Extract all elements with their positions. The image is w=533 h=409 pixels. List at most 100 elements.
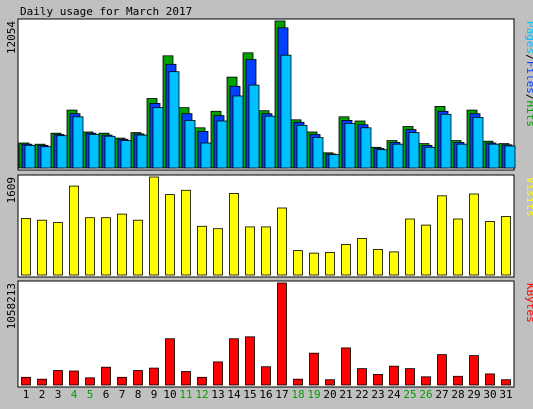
bar-kbytes-day-12 (197, 376, 207, 386)
x-tick-day-15: 15 (243, 388, 256, 401)
bar-visits-day-4 (69, 185, 79, 276)
bar-pages-day-18 (296, 124, 308, 169)
bar-pages-day-13 (216, 120, 228, 169)
bar-kbytes-day-8 (133, 370, 143, 386)
bar-kbytes-day-6 (101, 366, 111, 386)
legend-entry-visits: Visits (524, 177, 533, 217)
bar-pages-day-22 (360, 127, 372, 169)
bar-kbytes-day-26 (421, 376, 431, 386)
bar-kbytes-day-27 (437, 354, 447, 386)
bar-kbytes-day-30 (485, 373, 495, 386)
bar-pages-day-2 (40, 146, 52, 169)
bar-kbytes-day-2 (37, 378, 47, 386)
x-tick-day-25: 25 (403, 388, 416, 401)
bar-kbytes-day-16 (261, 366, 271, 386)
x-tick-day-9: 9 (151, 388, 158, 401)
x-tick-day-13: 13 (211, 388, 224, 401)
bar-visits-day-23 (373, 248, 383, 276)
bar-visits-day-13 (213, 228, 223, 276)
bar-pages-day-12 (200, 142, 212, 169)
bar-visits-day-3 (53, 222, 63, 276)
x-axis-day-labels: 1 2 3 4 5 6 7 8 9 10 11 12 13 14 15 16 17 18 19 20 21 22 23 24 2… (23, 388, 513, 401)
bar-pages-day-30 (488, 143, 500, 169)
chart-title: Daily usage for March 2017 (20, 5, 192, 18)
bar-pages-day-16 (264, 115, 276, 169)
bar-kbytes-day-20 (325, 379, 335, 386)
x-tick-day-24: 24 (387, 388, 401, 401)
legend-entry-hits: Hits (524, 101, 533, 128)
bar-visits-day-30 (485, 220, 495, 276)
bar-pages-day-24 (392, 143, 404, 169)
x-tick-day-6: 6 (103, 388, 110, 401)
bar-visits-day-12 (197, 225, 207, 276)
bar-kbytes-day-11 (181, 371, 191, 386)
x-tick-day-30: 30 (483, 388, 496, 401)
x-tick-day-4: 4 (71, 388, 78, 401)
bar-visits-day-14 (229, 192, 239, 276)
bar-pages-day-7 (120, 140, 132, 169)
bar-visits-day-29 (469, 193, 479, 276)
bar-kbytes-day-28 (453, 375, 463, 386)
bar-visits-day-1 (21, 217, 31, 276)
bar-pages-day-11 (184, 120, 196, 169)
x-tick-day-26: 26 (419, 388, 432, 401)
bar-visits-day-11 (181, 189, 191, 276)
x-tick-day-12: 12 (195, 388, 208, 401)
panel-hits: 12054 Pages/Files/Hits (5, 18, 533, 171)
bar-kbytes-day-15 (245, 336, 255, 386)
bar-visits-day-18 (293, 250, 303, 276)
panel-visits-ymax-label: 1609 (5, 177, 18, 204)
x-tick-day-16: 16 (259, 388, 272, 401)
bar-kbytes-day-10 (165, 338, 175, 386)
bar-pages-day-9 (152, 107, 164, 169)
bar-kbytes-day-29 (469, 355, 479, 386)
bar-visits-day-7 (117, 213, 127, 276)
bar-kbytes-day-4 (69, 370, 79, 386)
x-tick-day-3: 3 (55, 388, 62, 401)
bar-pages-day-20 (328, 154, 340, 169)
bar-kbytes-day-21 (341, 347, 351, 386)
bar-pages-day-8 (136, 134, 148, 169)
bar-kbytes-day-7 (117, 376, 127, 386)
panel-kbytes-ymax-label: 1058213 (5, 283, 18, 329)
bar-visits-day-2 (37, 219, 47, 276)
bar-pages-day-26 (424, 146, 436, 169)
bar-kbytes-day-18 (293, 378, 303, 386)
bar-kbytes-day-13 (213, 361, 223, 386)
bar-visits-day-26 (421, 224, 431, 276)
bar-pages-day-25 (408, 132, 420, 169)
x-tick-day-5: 5 (87, 388, 94, 401)
x-tick-day-20: 20 (323, 388, 336, 401)
bar-visits-day-5 (85, 217, 95, 276)
bar-pages-day-31 (504, 145, 516, 169)
x-tick-day-10: 10 (163, 388, 176, 401)
bar-kbytes-day-14 (229, 338, 239, 386)
x-tick-day-14: 14 (227, 388, 241, 401)
bar-visits-day-9 (149, 176, 159, 276)
x-tick-day-2: 2 (39, 388, 46, 401)
bar-pages-day-3 (56, 135, 68, 169)
bar-visits-day-27 (437, 195, 447, 276)
bar-pages-day-29 (472, 117, 484, 169)
panel-visits-legend: Visits (524, 177, 533, 217)
bar-visits-day-17 (277, 207, 287, 276)
x-tick-day-7: 7 (119, 388, 126, 401)
bar-pages-day-28 (456, 143, 468, 169)
x-tick-day-1: 1 (23, 388, 30, 401)
legend-entry-pages: Pages (524, 21, 533, 54)
bar-kbytes-day-9 (149, 367, 159, 386)
bar-visits-day-20 (325, 252, 335, 276)
bar-pages-day-5 (88, 134, 100, 169)
bar-kbytes-day-19 (309, 352, 319, 386)
bar-kbytes-day-5 (85, 377, 95, 386)
x-tick-day-8: 8 (135, 388, 142, 401)
x-tick-day-11: 11 (179, 388, 192, 401)
bar-visits-day-22 (357, 238, 367, 276)
bar-kbytes-day-17 (277, 282, 287, 386)
bar-kbytes-day-22 (357, 368, 367, 386)
bar-kbytes-day-1 (21, 376, 31, 386)
bar-pages-day-6 (104, 135, 116, 169)
bar-pages-day-1 (24, 144, 36, 169)
